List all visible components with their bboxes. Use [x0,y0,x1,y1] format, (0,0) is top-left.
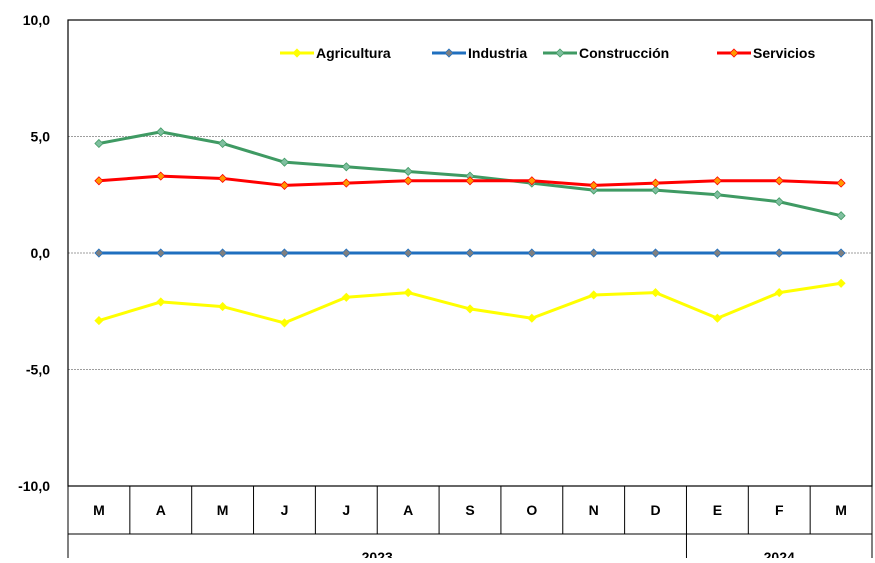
x-tick-label: F [775,502,784,518]
y-tick-label: -10,0 [18,478,50,494]
plot-border [67,19,873,487]
legend: Agricultura Industria Construcción Servicio… [280,45,815,61]
x-axis: M A M J J A S O N D E F M 2023 2024 [67,486,873,563]
legend-swatch-marker [444,48,454,58]
data-point [527,313,537,323]
y-axis-tick-labels: 10,0 5,0 0,0 -5,0 -10,0 [18,12,50,494]
data-point [527,248,537,258]
data-point [403,288,413,298]
data-point [279,248,290,258]
data-point [774,176,784,186]
data-point [774,197,784,207]
data-point [650,178,661,188]
series-lines [94,127,846,328]
data-point [94,316,104,326]
data-point [836,278,846,288]
data-point [650,185,661,195]
data-point [341,292,351,302]
data-point [712,190,722,200]
data-point [774,248,784,258]
data-point [403,248,413,258]
data-point [156,171,166,181]
legend-swatch-marker [292,48,302,58]
legend-label: Industria [468,45,527,61]
data-point [465,248,475,258]
x-tick-label: M [217,502,229,518]
data-point [94,176,104,186]
data-point [712,248,722,258]
data-point [589,290,599,300]
data-point [279,180,290,190]
data-point [465,176,475,186]
x-tick-label: M [835,502,847,518]
plot-frame [67,19,873,487]
data-point [589,185,599,195]
data-point [403,166,413,177]
data-point [465,304,475,314]
y-tick-label: 5,0 [31,129,51,145]
data-point [279,318,290,328]
x-tick-label: A [403,502,413,518]
data-point [156,127,166,137]
data-point [712,176,722,186]
legend-label: Servicios [753,45,815,61]
data-point [218,173,228,184]
x-tick-label: J [342,502,350,518]
data-point [589,180,599,190]
year-label: 2024 [764,549,795,558]
legend-label: Agricultura [316,45,391,61]
x-tick-label: E [713,502,722,518]
data-point [94,248,104,258]
y-tick-label: -5,0 [26,362,50,378]
x-tick-label: O [526,502,537,518]
data-point [712,313,722,323]
data-point [403,176,413,186]
legend-swatch-marker [555,48,565,58]
x-tick-label: J [281,502,289,518]
data-point [279,157,290,167]
x-tick-label: D [650,502,660,518]
data-point [650,248,661,258]
data-point [341,178,351,188]
legend-swatch-marker [729,48,739,58]
x-tick-label: S [465,502,474,518]
data-point [218,138,228,149]
data-point [589,248,599,258]
data-point [94,138,104,149]
x-tick-label: M [93,502,105,518]
data-point [156,297,166,307]
data-point [527,176,537,186]
x-tick-label: N [589,502,599,518]
legend-label: Construcción [579,45,669,61]
data-point [836,178,846,188]
x-tick-label: A [156,502,166,518]
data-point [341,248,351,258]
series-line [98,281,842,325]
y-tick-label: 10,0 [23,12,50,28]
year-label: 2023 [362,549,393,558]
data-point [341,162,351,172]
data-point [774,288,784,298]
data-point [156,248,166,258]
data-point [650,288,661,298]
data-point [218,248,228,258]
data-point [218,302,228,312]
data-point [836,211,846,221]
y-tick-label: 0,0 [31,245,51,261]
data-point [836,248,846,258]
